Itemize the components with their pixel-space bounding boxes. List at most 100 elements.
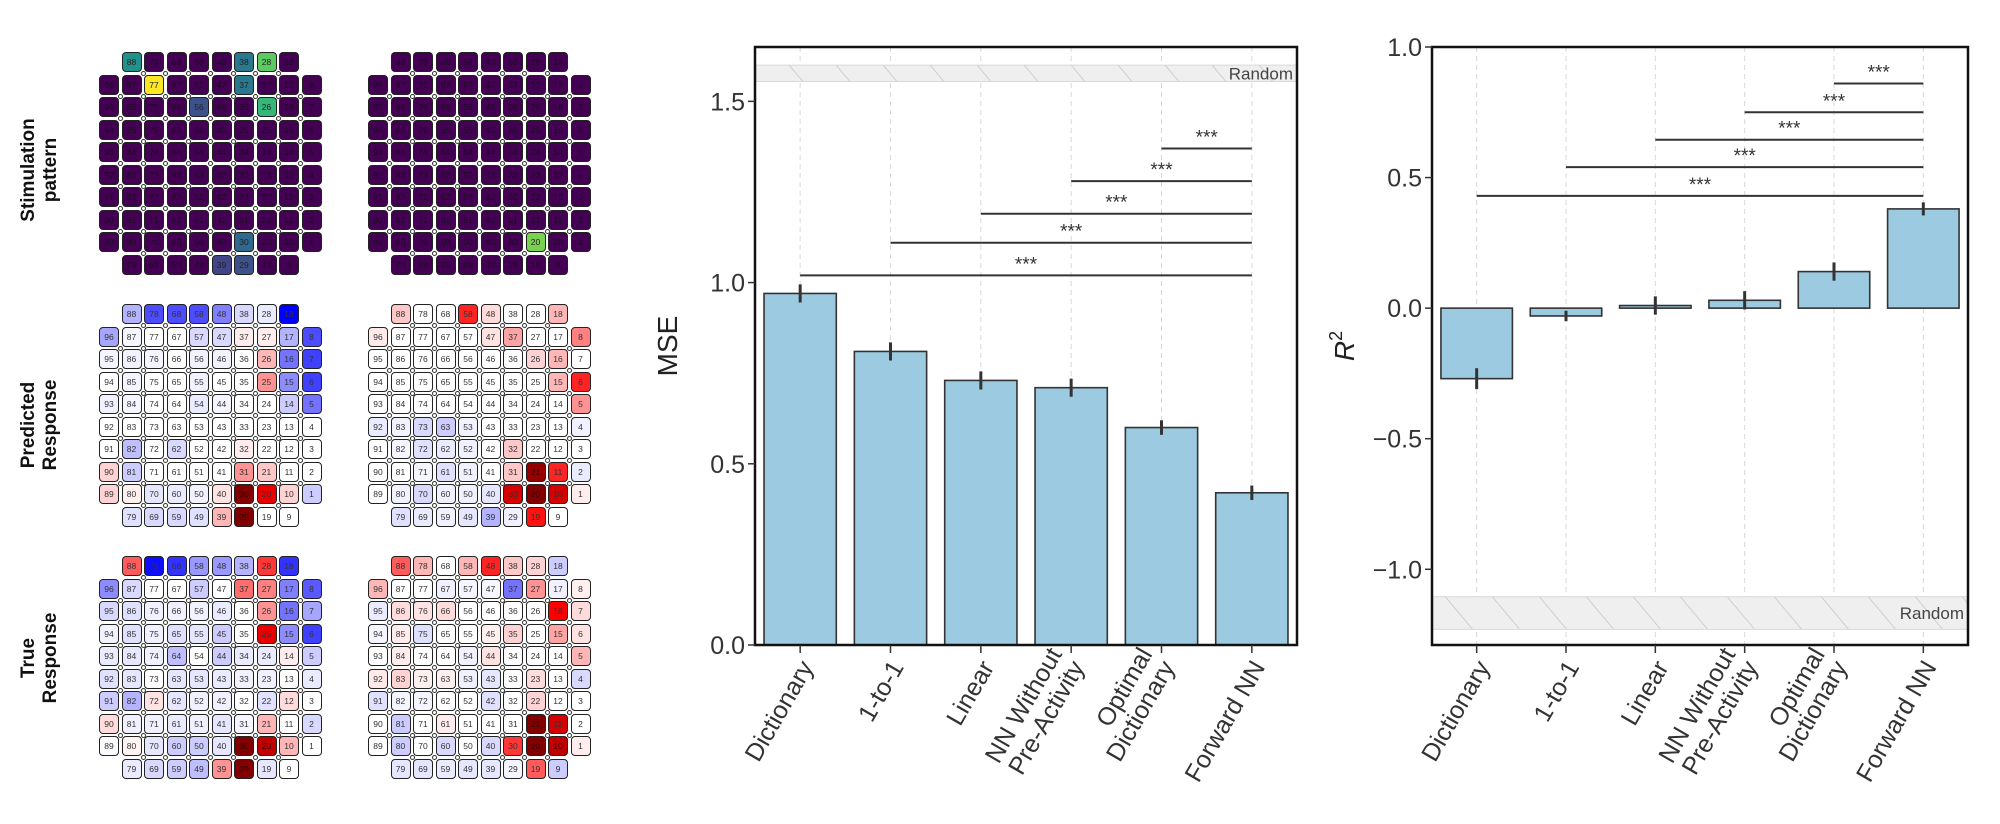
- electrode-83: 83: [121, 668, 142, 689]
- electrode-77: 77: [144, 326, 164, 347]
- axes-frame: [753, 45, 1299, 647]
- grid-node-dot: [163, 345, 168, 351]
- grid-node-dot: [230, 390, 236, 396]
- grid-node-dot: [208, 161, 213, 166]
- electrode-6: 6: [301, 119, 322, 140]
- electrode-54: 54: [458, 142, 478, 162]
- electrode-8: 8: [570, 74, 591, 95]
- grid-node-dot: [230, 251, 236, 256]
- grid-node-dot: [387, 480, 392, 486]
- grid-node-dot: [454, 183, 460, 189]
- grid-node-dot: [275, 368, 281, 373]
- grid-node-dot: [275, 116, 281, 121]
- grid-node-dot: [544, 206, 550, 211]
- significance-stars: ***: [1823, 91, 1846, 112]
- grid-node-dot: [253, 458, 258, 463]
- electrode-3: 3: [301, 439, 322, 459]
- grid-node-dot: [432, 732, 437, 738]
- grid-node-dot: [140, 755, 146, 760]
- electrode-20: 20: [525, 736, 546, 756]
- electrode-63: 63: [166, 416, 187, 437]
- electrode-37: 37: [234, 578, 254, 599]
- grid-node-dot: [230, 323, 236, 328]
- grid-node-dot: [118, 665, 123, 670]
- electrode-56: 56: [458, 601, 478, 621]
- electrode-63: 63: [435, 164, 456, 185]
- electrode-41: 41: [211, 713, 232, 734]
- electrode-3: 3: [570, 187, 591, 207]
- electrode-70: 70: [144, 484, 164, 504]
- grid-node-dot: [163, 620, 168, 625]
- row-label-stimulation: Stimulation pattern: [18, 118, 61, 222]
- x-tick-label-line: Forward NN: [1851, 656, 1943, 787]
- grid-node-dot: [275, 755, 281, 760]
- electrode-63: 63: [435, 416, 456, 437]
- grid-node-dot: [387, 597, 392, 603]
- electrode-43: 43: [211, 164, 232, 185]
- grid-node-dot: [409, 732, 415, 738]
- grid-node-dot: [118, 458, 123, 463]
- electrode-29: 29: [503, 758, 523, 779]
- electrode-38: 38: [503, 52, 523, 72]
- grid-node-dot: [522, 183, 527, 189]
- electrode-53: 53: [189, 164, 209, 185]
- grid-node-dot: [163, 93, 168, 99]
- electrode-71: 71: [413, 461, 433, 482]
- bar-forward-nn: [1214, 491, 1289, 646]
- electrode-23: 23: [256, 668, 277, 689]
- electrode-82: 82: [390, 691, 411, 711]
- x-tick-label: OptimalDictionary: [1751, 643, 1854, 767]
- grid-node-dot: [185, 390, 191, 396]
- electrode-67: 67: [435, 326, 456, 347]
- grid-node-dot: [477, 206, 482, 211]
- grid-node-dot: [567, 228, 572, 234]
- electrode-69: 69: [413, 254, 433, 275]
- grid-node-dot: [522, 458, 527, 463]
- electrode-37: 37: [503, 326, 523, 347]
- grid-node-dot: [432, 597, 437, 603]
- electrode-4: 4: [301, 416, 322, 437]
- electrode-91: 91: [368, 691, 388, 711]
- x-tick-label: 1-to-1: [1528, 656, 1585, 727]
- electrode-25: 25: [525, 623, 546, 644]
- electrode-18: 18: [548, 556, 568, 576]
- electrode-34: 34: [234, 646, 254, 666]
- grid-node-dot: [163, 575, 168, 580]
- electrode-74: 74: [144, 142, 164, 162]
- grid-node-dot: [499, 116, 505, 121]
- grid-node-dot: [544, 732, 550, 738]
- grid-node-dot: [409, 323, 415, 328]
- electrode-33: 33: [503, 164, 523, 185]
- electrode-21: 21: [256, 461, 277, 482]
- electrode-13: 13: [279, 668, 299, 689]
- electrode-76: 76: [144, 601, 164, 621]
- grid-node-dot: [409, 710, 415, 715]
- electrode-4: 4: [570, 668, 591, 689]
- electrode-45: 45: [480, 371, 501, 392]
- electrode-16: 16: [548, 97, 568, 117]
- grid-node-dot: [454, 575, 460, 580]
- grid-node-dot: [253, 368, 258, 373]
- grid-node-dot: [409, 503, 415, 508]
- electrode-73: 73: [413, 164, 433, 185]
- grid-node-dot: [387, 687, 392, 693]
- electrode-9: 9: [548, 254, 568, 275]
- electrode-83: 83: [390, 668, 411, 689]
- electrode-6: 6: [301, 623, 322, 644]
- electrode-49: 49: [189, 506, 209, 527]
- x-tick-label: NN WithoutPre-Activity: [980, 643, 1091, 781]
- electrode-71: 71: [144, 713, 164, 734]
- electrode-68: 68: [166, 556, 187, 576]
- electrode-40: 40: [211, 232, 232, 252]
- grid-node-dot: [567, 480, 572, 486]
- grid-node-dot: [522, 251, 527, 256]
- grid-node-dot: [477, 71, 482, 76]
- electrode-30: 30: [503, 736, 523, 756]
- grid-node-dot: [185, 345, 191, 351]
- electrode-57: 57: [189, 74, 209, 95]
- grid-node-dot: [454, 161, 460, 166]
- electrode-72: 72: [413, 439, 433, 459]
- electrode-95: 95: [99, 349, 119, 369]
- grid-node-dot: [499, 710, 505, 715]
- grid-node-dot: [140, 480, 146, 486]
